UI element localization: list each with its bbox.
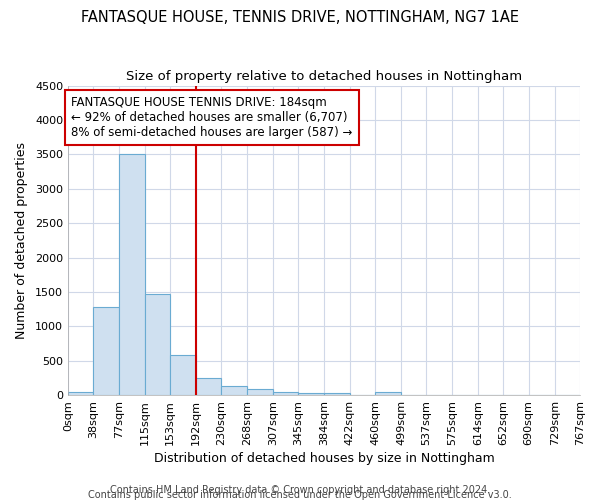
Bar bbox=[145, 294, 170, 395]
Bar bbox=[68, 392, 94, 395]
Bar bbox=[221, 386, 247, 395]
Bar bbox=[273, 392, 298, 395]
Bar bbox=[324, 393, 350, 395]
Bar bbox=[119, 154, 145, 395]
X-axis label: Distribution of detached houses by size in Nottingham: Distribution of detached houses by size … bbox=[154, 452, 494, 465]
Text: Contains HM Land Registry data © Crown copyright and database right 2024.: Contains HM Land Registry data © Crown c… bbox=[110, 485, 490, 495]
Bar bbox=[247, 389, 273, 395]
Bar bbox=[94, 307, 119, 395]
Title: Size of property relative to detached houses in Nottingham: Size of property relative to detached ho… bbox=[126, 70, 522, 83]
Bar bbox=[196, 378, 221, 395]
Text: Contains public sector information licensed under the Open Government Licence v3: Contains public sector information licen… bbox=[88, 490, 512, 500]
Bar bbox=[375, 392, 401, 395]
Bar bbox=[170, 355, 196, 395]
Text: FANTASQUE HOUSE, TENNIS DRIVE, NOTTINGHAM, NG7 1AE: FANTASQUE HOUSE, TENNIS DRIVE, NOTTINGHA… bbox=[81, 10, 519, 25]
Y-axis label: Number of detached properties: Number of detached properties bbox=[15, 142, 28, 339]
Bar bbox=[298, 393, 324, 395]
Text: FANTASQUE HOUSE TENNIS DRIVE: 184sqm
← 92% of detached houses are smaller (6,707: FANTASQUE HOUSE TENNIS DRIVE: 184sqm ← 9… bbox=[71, 96, 353, 139]
